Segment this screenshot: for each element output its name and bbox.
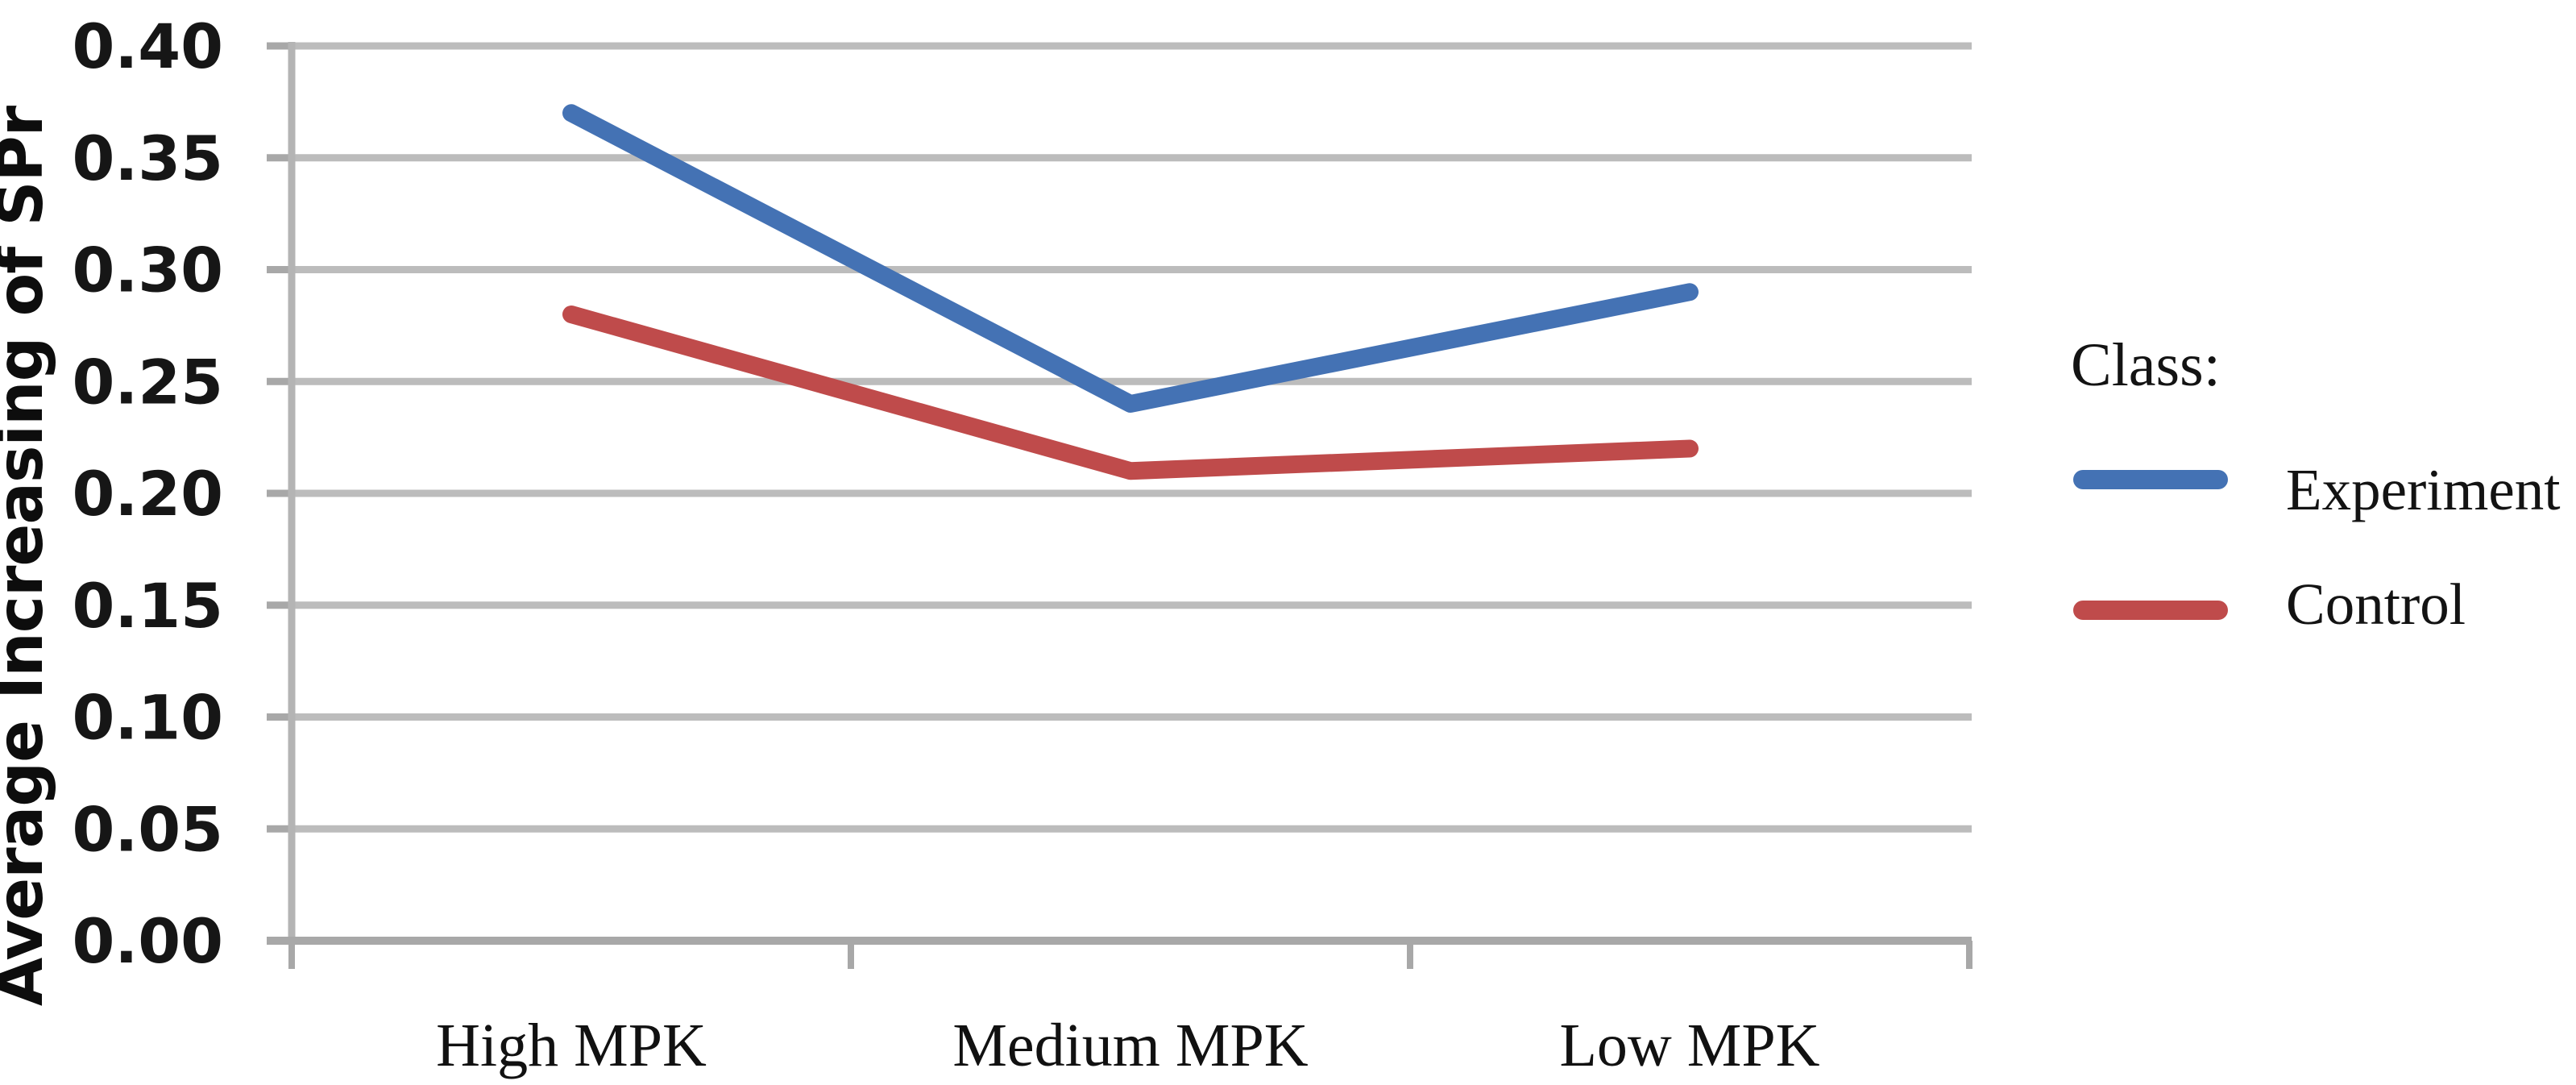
y-axis-title: Average Increasing of SPr bbox=[0, 105, 57, 1006]
legend-title: Class: bbox=[2071, 331, 2221, 399]
legend-item-control: Control bbox=[2073, 572, 2466, 637]
y-tick-label: 0.05 bbox=[72, 793, 223, 865]
y-tick-label: 0.35 bbox=[72, 123, 223, 194]
series-line-control bbox=[562, 306, 1699, 480]
x-category-label: Medium MPK bbox=[952, 1012, 1308, 1079]
x-axis-ticks bbox=[288, 941, 1972, 969]
legend: Class: Experiment Control bbox=[2071, 331, 2561, 637]
x-category-label: Low MPK bbox=[1559, 1012, 1819, 1079]
legend-label-experiment: Experiment bbox=[2286, 457, 2561, 522]
y-tick-labels: 0.40 0.35 0.30 0.25 0.20 0.15 0.10 0.05 0.00 bbox=[72, 10, 223, 977]
x-category-labels: High MPK Medium MPK Low MPK bbox=[436, 1012, 1819, 1079]
y-tick-label: 0.00 bbox=[72, 905, 223, 977]
legend-label-control: Control bbox=[2286, 572, 2466, 637]
series-line-experiment bbox=[562, 104, 1699, 413]
y-tick-label: 0.25 bbox=[72, 346, 223, 418]
y-axis-ticks bbox=[267, 42, 292, 945]
legend-item-experiment: Experiment bbox=[2073, 457, 2561, 522]
y-tick-label: 0.15 bbox=[72, 570, 223, 642]
gridlines bbox=[292, 42, 1972, 833]
y-tick-label: 0.30 bbox=[72, 235, 223, 306]
y-tick-label: 0.10 bbox=[72, 682, 223, 754]
y-tick-label: 0.20 bbox=[72, 458, 223, 530]
series-lines bbox=[562, 104, 1699, 480]
x-category-label: High MPK bbox=[436, 1012, 707, 1079]
y-tick-label: 0.40 bbox=[72, 10, 223, 82]
